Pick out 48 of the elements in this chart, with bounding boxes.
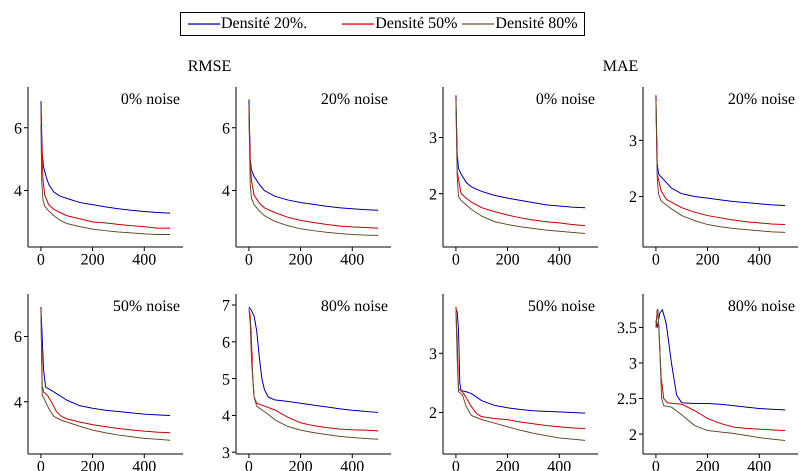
- chart-title: MAE: [602, 58, 640, 76]
- y-tick-label: 6: [222, 120, 230, 138]
- x-tick-label: 200: [696, 251, 720, 268]
- y-tick-label: 4: [222, 183, 230, 200]
- x-tick-label: 0: [244, 251, 253, 268]
- x-tick-label: 400: [340, 251, 364, 268]
- annotation: 50% noise: [528, 298, 595, 316]
- y-tick-label: 2: [429, 405, 437, 422]
- x-tick-label: 0: [452, 251, 460, 268]
- y-tick-label: 4: [14, 394, 22, 412]
- x-tick-label: 200: [288, 251, 313, 268]
- y-tick-label: 2: [429, 186, 437, 204]
- y-tick-label: 6: [14, 120, 22, 138]
- y-tick-label: 3: [629, 133, 637, 150]
- x-tick-label: 0: [36, 251, 45, 268]
- annotation: 80% noise: [320, 298, 388, 316]
- y-tick-label: 7: [222, 298, 230, 315]
- y-tick-label: 6: [222, 334, 230, 352]
- y-tick-label: 4: [222, 408, 230, 426]
- y-tick-label: 2: [629, 189, 637, 206]
- x-tick-label: 400: [132, 251, 156, 268]
- line-series: [40, 110, 171, 229]
- annotation: 50% noise: [112, 298, 180, 316]
- y-tick-label: 3: [222, 444, 230, 462]
- annotation: 0% noise: [536, 91, 595, 109]
- legend-label: Densité 80%: [495, 15, 578, 33]
- y-tick-label: 2: [629, 426, 637, 444]
- y-tick-label: 2.5: [617, 391, 637, 408]
- x-tick-label: 400: [547, 251, 572, 268]
- annotation: 80% noise: [728, 298, 795, 316]
- x-tick-label: 200: [496, 251, 520, 268]
- x-tick-label: 200: [80, 251, 105, 268]
- annotation: 20% noise: [320, 91, 388, 109]
- chart-title: RMSE: [186, 58, 232, 76]
- y-tick-label: 3: [429, 130, 437, 148]
- x-tick-label: 0: [652, 251, 660, 268]
- y-tick-label: 3: [629, 356, 637, 373]
- y-tick-label: 3: [429, 346, 437, 363]
- y-tick-label: 3.5: [617, 320, 637, 338]
- y-tick-label: 6: [14, 329, 22, 346]
- legend-label: Densité 50%: [375, 15, 458, 33]
- line-series: [40, 124, 171, 235]
- annotation: 20% noise: [728, 91, 795, 109]
- x-tick-label: 400: [747, 251, 772, 268]
- legend-label: Densité 20%.: [221, 15, 308, 33]
- annotation: 0% noise: [120, 91, 180, 109]
- y-tick-label: 5: [222, 371, 230, 388]
- y-tick-label: 4: [14, 183, 22, 200]
